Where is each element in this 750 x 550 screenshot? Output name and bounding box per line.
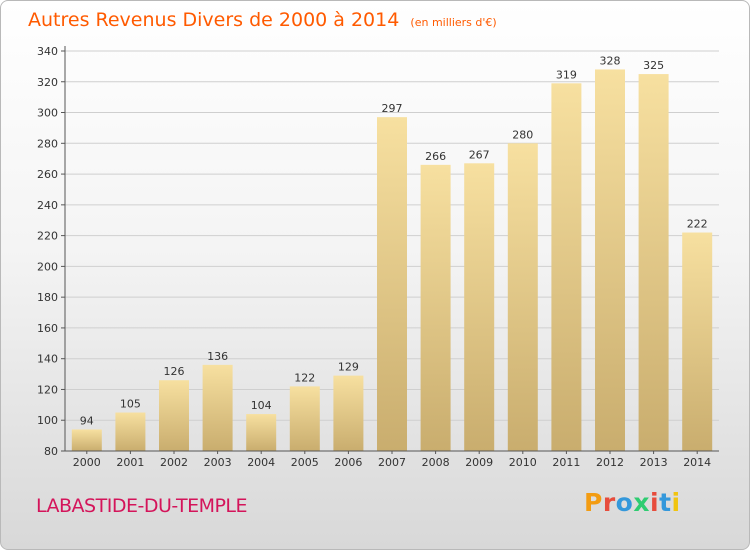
bar-value-label: 280 — [512, 128, 533, 141]
y-tick-label: 160 — [37, 322, 58, 335]
brand-logo: Proxiti — [584, 488, 681, 517]
brand-letter: t — [659, 488, 672, 517]
bar-value-label: 104 — [251, 399, 272, 412]
bar — [420, 164, 451, 451]
chart-subtitle: (en milliers d'€) — [410, 16, 497, 29]
bar-value-label: 319 — [556, 68, 577, 81]
bar — [71, 429, 102, 451]
bar-value-label: 136 — [207, 350, 228, 363]
brand-letter: r — [602, 488, 616, 517]
y-tick-label: 240 — [37, 199, 58, 212]
brand-letter: P — [584, 488, 603, 517]
brand-letter: i — [671, 488, 681, 517]
x-tick-label: 2013 — [640, 456, 668, 469]
bar-value-label: 297 — [382, 102, 403, 115]
x-tick-label: 2002 — [160, 456, 188, 469]
bar-value-label: 105 — [120, 398, 141, 411]
bar-value-label: 325 — [643, 59, 664, 72]
bar — [638, 74, 669, 452]
brand-letter: i — [650, 488, 660, 517]
x-tick-label: 2009 — [465, 456, 493, 469]
x-tick-label: 2003 — [204, 456, 232, 469]
x-tick-label: 2004 — [247, 456, 275, 469]
brand-letter: o — [615, 488, 634, 517]
y-tick-label: 100 — [37, 414, 58, 427]
x-tick-label: 2008 — [422, 456, 450, 469]
x-tick-label: 2005 — [291, 456, 319, 469]
y-tick-label: 120 — [37, 383, 58, 396]
chart-title-block: Autres Revenus Divers de 2000 à 2014 (en… — [28, 9, 497, 31]
y-tick-label: 200 — [37, 260, 58, 273]
bar — [202, 364, 233, 451]
bar-value-label: 222 — [687, 218, 708, 231]
bar — [333, 375, 364, 451]
x-tick-label: 2012 — [596, 456, 624, 469]
y-tick-label: 320 — [37, 76, 58, 89]
bar-value-label: 328 — [600, 54, 621, 67]
bar — [682, 232, 713, 451]
bar — [159, 380, 189, 451]
bar — [377, 117, 407, 452]
x-tick-label: 2001 — [116, 456, 144, 469]
y-tick-label: 260 — [37, 168, 58, 181]
x-tick-label: 2007 — [378, 456, 406, 469]
y-tick-label: 280 — [37, 137, 58, 150]
x-tick-label: 2006 — [334, 456, 362, 469]
bar — [595, 69, 625, 451]
bars-group: 94 105 126 136 104 122 129 297 266 267 280 319 328 32… — [71, 54, 713, 452]
bar — [115, 412, 146, 451]
x-tick-label: 2010 — [509, 456, 537, 469]
x-tick-label: 2014 — [683, 456, 711, 469]
bar-value-label: 267 — [469, 148, 490, 161]
y-tick-label: 340 — [37, 45, 58, 58]
bar — [551, 83, 582, 452]
bar-value-label: 129 — [338, 361, 359, 374]
chart-title: Autres Revenus Divers de 2000 à 2014 — [28, 9, 400, 31]
y-tick-label: 140 — [37, 353, 58, 366]
bar-value-label: 126 — [164, 365, 185, 378]
bar — [464, 163, 495, 452]
bar — [289, 386, 320, 451]
y-tick-label: 300 — [37, 107, 58, 120]
y-tick-label: 180 — [37, 291, 58, 304]
bar-value-label: 122 — [294, 371, 315, 384]
bar-value-label: 266 — [425, 150, 446, 163]
y-tick-label: 80 — [44, 445, 58, 458]
x-tick-label: 2011 — [552, 456, 580, 469]
place-name: LABASTIDE-DU-TEMPLE — [36, 495, 248, 517]
bar-value-label: 94 — [80, 414, 94, 427]
bar — [507, 143, 538, 452]
brand-letter: x — [633, 488, 650, 517]
x-tick-label: 2000 — [73, 456, 101, 469]
bar — [246, 414, 277, 451]
axes-group: 80 100 120 140 160 180 200 220 240 260 280 300 320 34… — [37, 45, 719, 469]
y-tick-label: 220 — [37, 230, 58, 243]
